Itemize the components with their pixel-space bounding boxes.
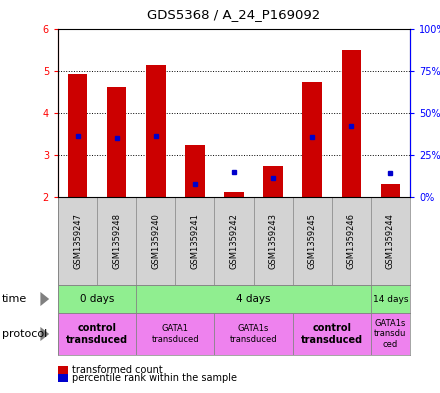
Text: GSM1359246: GSM1359246 xyxy=(347,213,356,269)
Bar xyxy=(371,285,410,313)
Text: GATA1s
transduced: GATA1s transduced xyxy=(230,324,277,344)
Bar xyxy=(341,50,361,197)
Bar xyxy=(263,165,283,197)
Text: GATA1
transduced: GATA1 transduced xyxy=(151,324,199,344)
Bar xyxy=(371,313,410,355)
Text: GSM1359242: GSM1359242 xyxy=(230,213,238,269)
Text: 4 days: 4 days xyxy=(236,294,271,304)
Bar xyxy=(136,285,371,313)
Bar xyxy=(214,313,293,355)
Bar xyxy=(107,87,126,197)
Text: GDS5368 / A_24_P169092: GDS5368 / A_24_P169092 xyxy=(147,8,321,21)
Text: 0 days: 0 days xyxy=(80,294,114,304)
Text: control
transduced: control transduced xyxy=(66,323,128,345)
Text: GSM1359244: GSM1359244 xyxy=(386,213,395,269)
Bar xyxy=(293,313,371,355)
Text: time: time xyxy=(2,294,27,304)
Text: GSM1359245: GSM1359245 xyxy=(308,213,317,269)
Text: GSM1359248: GSM1359248 xyxy=(112,213,121,269)
Text: protocol: protocol xyxy=(2,329,48,339)
Text: percentile rank within the sample: percentile rank within the sample xyxy=(72,373,237,383)
Bar xyxy=(58,313,136,355)
Bar xyxy=(58,285,136,313)
Bar xyxy=(381,184,400,197)
Text: GSM1359243: GSM1359243 xyxy=(268,213,278,269)
Bar xyxy=(302,83,322,197)
Text: transformed count: transformed count xyxy=(72,365,163,375)
Text: GSM1359240: GSM1359240 xyxy=(151,213,160,269)
Bar xyxy=(136,313,214,355)
Bar xyxy=(224,191,244,197)
Text: GATA1s
transdu
ced: GATA1s transdu ced xyxy=(374,319,407,349)
Text: 14 days: 14 days xyxy=(373,294,408,303)
Bar xyxy=(68,74,87,197)
Bar xyxy=(146,65,165,197)
Text: control
transduced: control transduced xyxy=(301,323,363,345)
Text: GSM1359241: GSM1359241 xyxy=(191,213,199,269)
Text: GSM1359247: GSM1359247 xyxy=(73,213,82,269)
Bar xyxy=(185,145,205,197)
